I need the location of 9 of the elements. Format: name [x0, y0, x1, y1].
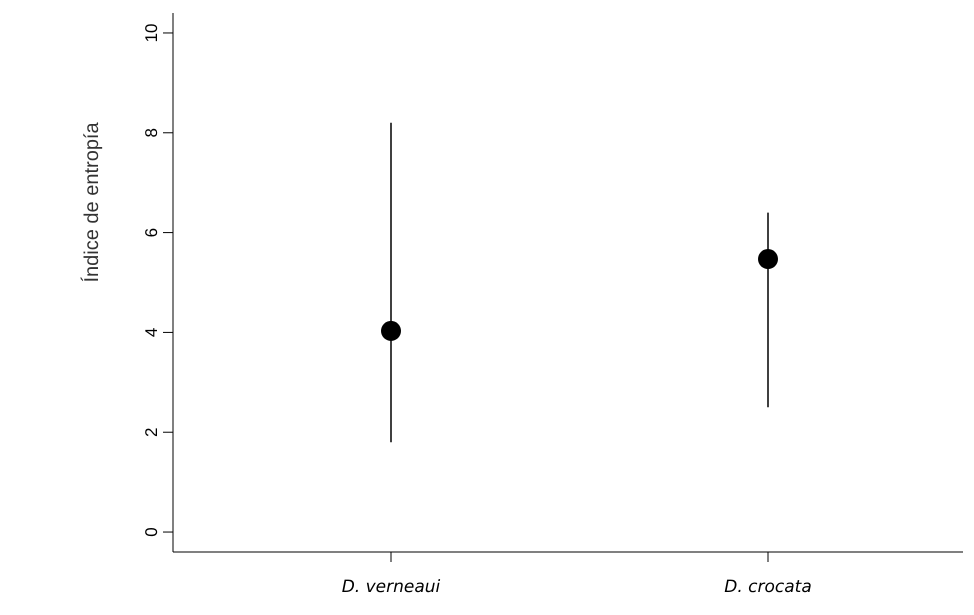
y-tick-label: 4 — [142, 328, 161, 338]
y-tick-label: 6 — [142, 228, 161, 238]
x-tick-label: D. crocata — [724, 577, 812, 597]
y-tick-label: 8 — [142, 128, 161, 138]
y-axis-title: Índice de entropía — [80, 122, 104, 282]
y-tick-label: 0 — [142, 527, 161, 537]
y-tick-label: 10 — [142, 24, 161, 42]
y-tick-label: 2 — [142, 427, 161, 437]
x-tick-label: D. verneaui — [342, 577, 441, 597]
